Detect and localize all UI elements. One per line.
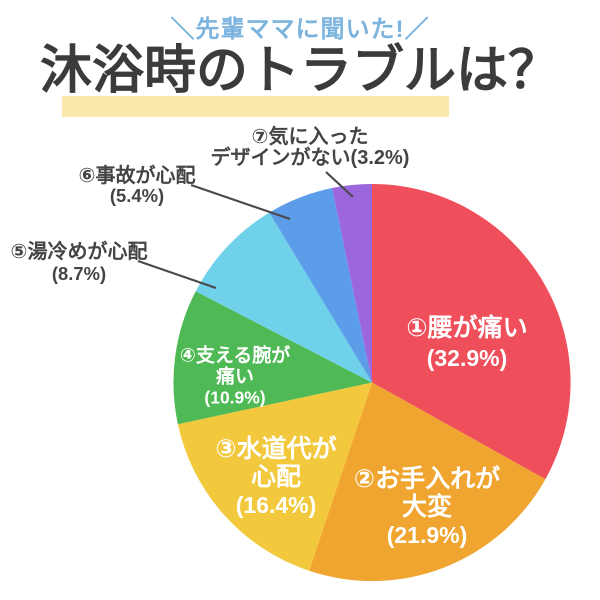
pie-slice-6 (269, 188, 372, 383)
tagline: ＼先輩ママに聞いた!／ (170, 16, 430, 43)
title-wrap: 沐浴時のトラブルは？ (0, 40, 600, 120)
pie-slice-7 (332, 183, 372, 383)
pie-slice-5 (195, 212, 372, 383)
leader-line-5 (137, 259, 217, 290)
page-title: 沐浴時のトラブルは？ (39, 42, 560, 100)
leader-line-6 (190, 183, 291, 221)
pie-slice-1 (372, 183, 571, 480)
leader-line-7 (325, 171, 354, 198)
pie-slice-2 (309, 382, 546, 582)
pie-slice-4 (173, 291, 372, 425)
title-highlight (62, 96, 449, 117)
pie-slice-3 (177, 382, 372, 571)
